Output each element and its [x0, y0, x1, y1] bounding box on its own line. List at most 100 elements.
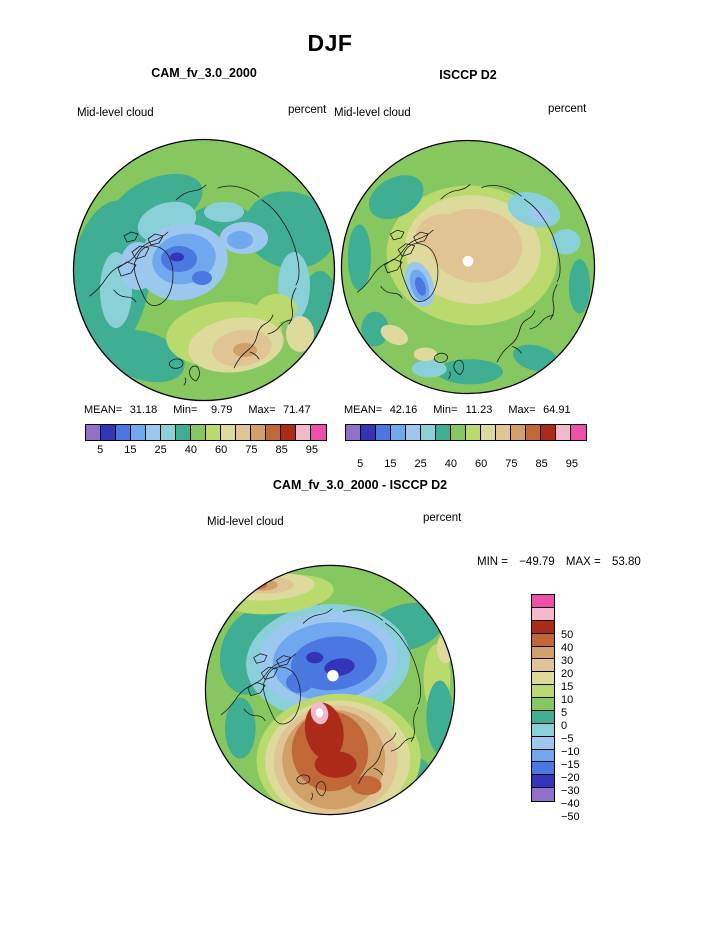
isccp-min-value: 11.23: [465, 404, 493, 416]
colorbar-segment: [281, 425, 296, 440]
diff-variable-label: Mid-level cloud: [207, 516, 284, 528]
colorbar-segment: [361, 425, 376, 440]
colorbar-tick-label: −15: [561, 759, 580, 771]
colorbar-segment: [421, 425, 436, 440]
colorbar-segment: [532, 788, 554, 801]
colorbar-segment: [556, 425, 571, 440]
colorbar-segment: [116, 425, 131, 440]
colorbar-tick-label: −5: [561, 733, 574, 745]
colorbar-segment: [406, 425, 421, 440]
colorbar-tick-label: 15: [384, 458, 397, 470]
colorbar-segment: [376, 425, 391, 440]
colorbar-tick-label: 5: [357, 458, 364, 470]
colorbar-tick-label: 85: [535, 458, 548, 470]
colorbar-segment: [176, 425, 191, 440]
colorbar-segment: [532, 775, 554, 789]
cam-colorbar: [85, 424, 327, 441]
isccp-min-label: Min=: [433, 404, 458, 416]
isccp-polar-map: [340, 139, 596, 395]
colorbar-segment: [451, 425, 466, 440]
colorbar-tick-label: −30: [561, 785, 580, 797]
colorbar-tick-label: 25: [414, 458, 427, 470]
colorbar-segment: [266, 425, 281, 440]
colorbar-segment: [391, 425, 406, 440]
season-title: DJF: [307, 30, 353, 56]
colorbar-segment: [511, 425, 526, 440]
cam-colorbar-ticks: 5 15 25 40 60 75 85 95: [85, 444, 327, 458]
colorbar-tick-label: −40: [561, 798, 580, 810]
isccp-mean-label: MEAN=: [344, 404, 383, 416]
cam-min-value: 9.79: [210, 404, 233, 416]
diff-min-label: MIN =: [477, 556, 508, 568]
isccp-units-label: percent: [548, 103, 587, 115]
colorbar-segment: [532, 698, 554, 711]
colorbar-tick-label: −50: [561, 811, 580, 823]
diff-max-value: 53.80: [611, 556, 641, 568]
colorbar-tick-label: 50: [561, 629, 574, 641]
colorbar-tick-label: 40: [561, 642, 574, 654]
colorbar-tick-label: 15: [561, 681, 574, 693]
colorbar-segment: [436, 425, 451, 440]
colorbar-tick-label: 75: [245, 444, 258, 456]
colorbar-tick-label: 30: [561, 655, 574, 667]
colorbar-segment: [146, 425, 161, 440]
colorbar-segment: [532, 762, 554, 776]
diff-units-label: percent: [423, 512, 462, 524]
colorbar-segment: [532, 672, 554, 686]
diff-max-label: MAX =: [565, 556, 601, 568]
colorbar-segment: [532, 595, 554, 608]
colorbar-segment: [311, 425, 326, 440]
colorbar-segment: [532, 646, 554, 660]
colorbar-segment: [532, 736, 554, 750]
colorbar-tick-label: 20: [561, 668, 574, 680]
colorbar-segment: [571, 425, 586, 440]
colorbar-tick-label: −20: [561, 772, 580, 784]
colorbar-tick-label: 60: [475, 458, 488, 470]
cam-panel-title: CAM_fv_3.0_2000: [151, 66, 257, 80]
isccp-colorbar-ticks: 5 15 25 40 60 75 85 95: [345, 458, 587, 472]
diff-polar-map: [204, 564, 456, 816]
isccp-max-value: 64.91: [543, 404, 571, 416]
isccp-colorbar: [345, 424, 587, 441]
cam-polar-map: [72, 138, 336, 402]
colorbar-tick-label: 75: [505, 458, 518, 470]
colorbar-segment: [251, 425, 266, 440]
colorbar-tick-label: 5: [97, 444, 104, 456]
cam-stats: MEAN= 31.18 Min= 9.79 Max= 71.47: [84, 404, 330, 416]
colorbar-tick-label: 25: [154, 444, 167, 456]
colorbar-segment: [532, 685, 554, 698]
colorbar-segment: [526, 425, 541, 440]
colorbar-tick-label: 40: [444, 458, 457, 470]
diff-min-value: −49.79: [519, 556, 555, 568]
colorbar-tick-label: −10: [561, 746, 580, 758]
colorbar-tick-label: 60: [215, 444, 228, 456]
cam-max-value: 71.47: [283, 404, 311, 416]
diff-colorbar-labels: 50 40 30 20 15 10 5 0 −5 −10 −15 −20 −30 −40 −50: [561, 622, 595, 830]
colorbar-tick-label: 40: [184, 444, 197, 456]
colorbar-segment: [296, 425, 311, 440]
colorbar-segment: [532, 620, 554, 634]
cam-variable-label: Mid-level cloud: [77, 107, 154, 119]
cam-mean-value: 31.18: [129, 404, 158, 416]
isccp-panel-title: ISCCP D2: [439, 68, 497, 82]
diff-panel-title: CAM_fv_3.0_2000 - ISCCP D2: [272, 478, 448, 492]
colorbar-tick-label: 0: [561, 720, 568, 732]
cam-mean-label: MEAN=: [84, 404, 123, 416]
colorbar-segment: [532, 749, 554, 763]
colorbar-tick-label: 95: [305, 444, 318, 456]
cam-min-label: Min=: [173, 404, 198, 416]
colorbar-segment: [206, 425, 221, 440]
colorbar-segment: [86, 425, 101, 440]
colorbar-segment: [346, 425, 361, 440]
diff-minmax: MIN = −49.79 MAX = 53.80: [477, 556, 641, 568]
colorbar-segment: [541, 425, 556, 440]
isccp-max-label: Max=: [508, 404, 536, 416]
isccp-mean-value: 42.16: [389, 404, 418, 416]
colorbar-segment: [481, 425, 496, 440]
colorbar-segment: [101, 425, 116, 440]
cam-max-label: Max=: [248, 404, 276, 416]
colorbar-segment: [496, 425, 511, 440]
diff-colorbar: [531, 594, 555, 802]
colorbar-segment: [532, 659, 554, 673]
colorbar-segment: [466, 425, 481, 440]
